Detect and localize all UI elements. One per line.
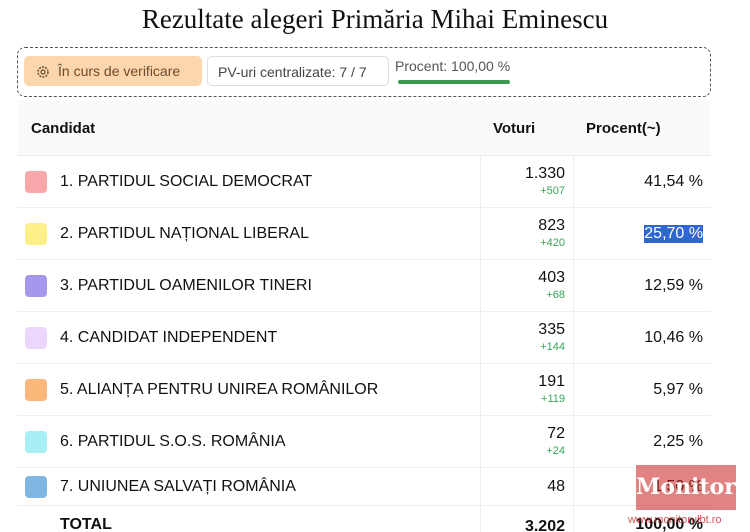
votes-delta: +119 <box>541 393 565 405</box>
color-swatch <box>25 223 47 245</box>
watermark: Monitorul <box>636 465 750 510</box>
votes-cell: 335 +144 <box>480 312 574 364</box>
votes-cell: 403 +68 <box>480 260 574 312</box>
table-row: 5. ALIANȚA PENTRU UNIREA ROMÂNILOR 191 +11… <box>17 363 711 416</box>
candidate-name: 5. ALIANȚA PENTRU UNIREA ROMÂNILOR <box>60 381 379 398</box>
votes-delta: +507 <box>540 185 565 197</box>
candidate-name: 3. PARTIDUL OAMENILOR TINERI <box>60 277 312 294</box>
total-row: TOTAL 3.202 100,00 % <box>17 505 711 532</box>
centralized-badge: PV-uri centralizate: 7 / 7 <box>207 56 389 86</box>
total-votes: 3.202 <box>524 518 565 532</box>
watermark-url: www.monitorulbt.ro <box>628 514 722 526</box>
percent-label: Procent: 100,00 % <box>395 58 511 74</box>
votes-delta: +24 <box>546 445 565 457</box>
table-header: Candidat Voturi Procent(~) <box>17 100 711 155</box>
candidate-name: 7. UNIUNEA SALVAȚI ROMÂNIA <box>60 478 296 495</box>
votes: 403 <box>538 269 565 286</box>
percent: 2,25 % <box>653 433 703 450</box>
table-row: 3. PARTIDUL OAMENILOR TINERI 403 +68 12,59 … <box>17 259 711 312</box>
status-badge[interactable]: În curs de verificare <box>24 56 202 86</box>
votes-cell: 72 +24 <box>480 416 574 468</box>
votes-cell: 1.330 +507 <box>480 156 574 208</box>
color-swatch <box>25 431 47 453</box>
column-header: Voturi <box>493 120 536 137</box>
column-header: Procent(~) <box>586 120 661 137</box>
color-swatch <box>25 171 47 193</box>
votes-delta: +420 <box>540 237 565 249</box>
table-row: 7. UNIUNEA SALVAȚI ROMÂNIA481,50 % <box>17 467 711 506</box>
votes-cell: 48 <box>480 468 574 506</box>
candidate-name: 1. PARTIDUL SOCIAL DEMOCRAT <box>60 173 313 190</box>
total-label: TOTAL <box>60 516 112 532</box>
votes-delta: +68 <box>546 289 565 301</box>
column-header: Candidat <box>31 120 96 137</box>
percent: 5,97 % <box>653 381 703 398</box>
color-swatch <box>25 476 47 498</box>
status-bar: În curs de verificare PV-uri centralizat… <box>17 47 711 97</box>
percent: 12,59 % <box>644 277 703 294</box>
votes: 72 <box>547 425 565 442</box>
candidate-name: 4. CANDIDAT INDEPENDENT <box>60 329 278 346</box>
votes-cell: 3.202 <box>480 506 574 532</box>
color-swatch <box>25 379 47 401</box>
color-swatch <box>25 275 47 297</box>
votes: 1.330 <box>524 165 565 182</box>
votes: 335 <box>538 321 565 338</box>
color-swatch <box>25 327 47 349</box>
votes: 48 <box>547 478 565 495</box>
progress-bar <box>398 80 510 84</box>
candidate-name: 6. PARTIDUL S.O.S. ROMÂNIA <box>60 433 286 450</box>
page-title: Rezultate alegeri Primăria Mihai Eminesc… <box>141 4 609 34</box>
table-row: 4. CANDIDAT INDEPENDENT 335 +144 10,46 % <box>17 311 711 364</box>
percent: 41,54 % <box>644 173 703 190</box>
total-percent: 100,00 % <box>635 516 703 532</box>
candidate-name: 2. PARTIDUL NAȚIONAL LIBERAL <box>60 225 309 242</box>
table-row: 2. PARTIDUL NAȚIONAL LIBERAL 823 +420 25,70… <box>17 207 711 260</box>
votes: 823 <box>538 217 565 234</box>
votes-delta: +144 <box>540 341 565 353</box>
votes-cell: 191 +119 <box>480 364 574 416</box>
percent: 10,46 % <box>644 329 703 346</box>
votes-cell: 823 +420 <box>480 208 574 260</box>
votes: 191 <box>538 373 565 390</box>
table-row: 6. PARTIDUL S.O.S. ROMÂNIA 72 +24 2,25 % <box>17 415 711 468</box>
percent: 25,70 % <box>644 225 703 243</box>
table-row: 1. PARTIDUL SOCIAL DEMOCRAT 1.330 +507 41,5… <box>17 155 711 208</box>
gear-icon <box>37 66 49 78</box>
